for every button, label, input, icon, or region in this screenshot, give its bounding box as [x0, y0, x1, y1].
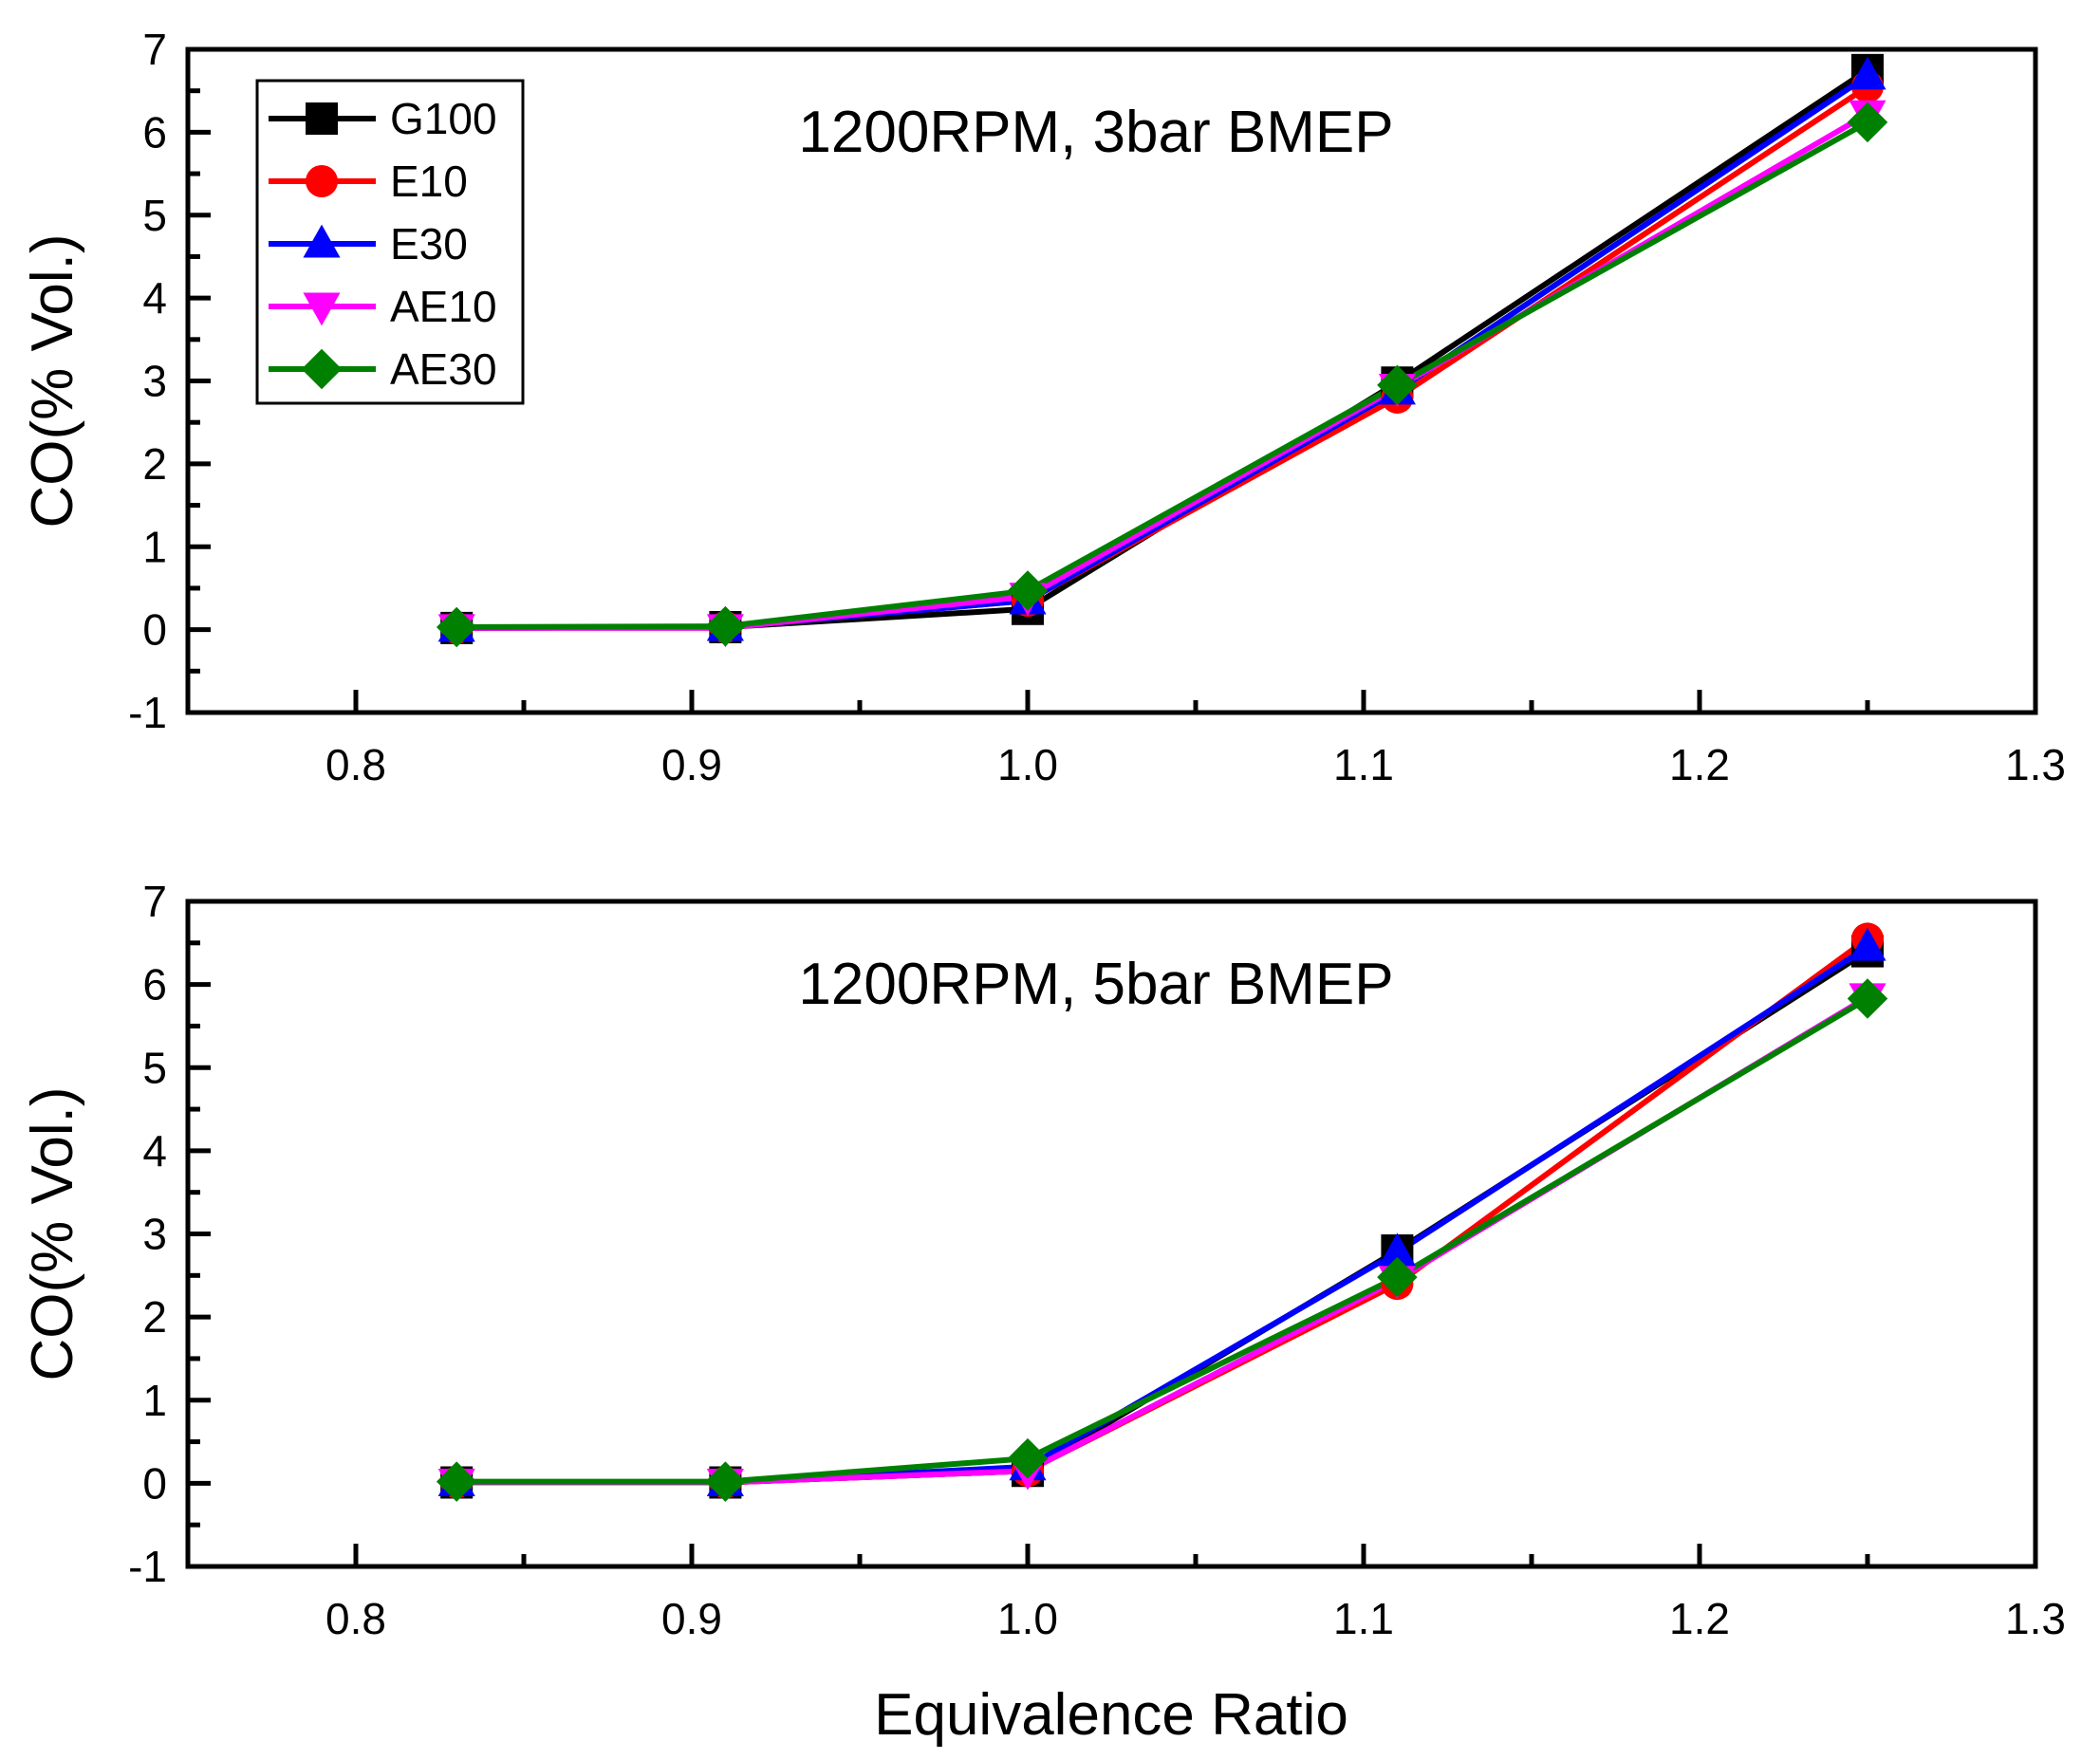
y-tick-label: -1	[128, 1542, 167, 1591]
legend-label: AE10	[390, 282, 497, 331]
legend-label: G100	[390, 94, 497, 143]
y-tick-label: -1	[128, 688, 167, 737]
series-line-ae30	[456, 120, 1869, 631]
data-point-ae30	[436, 1461, 477, 1502]
y-tick-label: 5	[142, 191, 167, 240]
x-tick-label: 1.3	[2005, 740, 2066, 789]
data-point-ae30	[1377, 1256, 1418, 1298]
series-line-ae10	[456, 994, 1869, 1486]
legend-marker	[303, 224, 341, 258]
data-point-ae30	[1847, 102, 1888, 143]
y-axis-title: CO(% Vol.)	[20, 233, 85, 528]
x-tick-label: 1.2	[1669, 740, 1730, 789]
y-tick-label: 1	[142, 522, 167, 571]
y-tick-label: 0	[142, 605, 167, 655]
x-tick-label: 1.0	[997, 1594, 1058, 1643]
legend-label: E10	[390, 157, 468, 206]
series-line-ae10	[456, 111, 1869, 631]
x-tick-label: 1.3	[2005, 1594, 2066, 1643]
y-tick-label: 6	[142, 107, 167, 157]
x-tick-label: 1.2	[1669, 1594, 1730, 1643]
legend-label: AE30	[390, 344, 497, 394]
y-tick-label: 2	[142, 439, 167, 489]
y-tick-label: 0	[142, 1458, 167, 1508]
panel-title: 1200RPM, 3bar BMEP	[798, 100, 1393, 165]
panel-title: 1200RPM, 5bar BMEP	[798, 952, 1393, 1017]
y-tick-label: 6	[142, 960, 167, 1010]
y-tick-label: 4	[142, 273, 167, 323]
legend-label: E30	[390, 219, 468, 269]
data-point-e30	[1378, 1232, 1416, 1267]
data-point-ae30	[1007, 570, 1049, 611]
y-tick-label: 4	[142, 1126, 167, 1176]
x-tick-label: 0.8	[325, 1594, 386, 1643]
panel-top: 0.8 0.9 1.0 1.1 1.2 1.3 -1 0 1 2 3 4 5 6 7 CO(% Vol.) 12…	[20, 25, 2066, 789]
data-point-e30	[1849, 56, 1886, 90]
data-point-ae30	[705, 1461, 746, 1502]
legend-marker	[301, 348, 343, 390]
y-tick-label: 5	[142, 1043, 167, 1092]
data-point-ae30	[1007, 1437, 1049, 1479]
y-tick-label: 7	[142, 877, 167, 926]
legend-marker	[306, 165, 338, 197]
x-tick-label: 0.8	[325, 740, 386, 789]
legend-marker	[306, 102, 338, 135]
y-axis-title: CO(% Vol.)	[20, 1086, 85, 1380]
x-tick-label: 1.0	[997, 740, 1058, 789]
data-point-e30	[1849, 927, 1886, 961]
y-tick-label: 3	[142, 1210, 167, 1259]
x-tick-label: 1.1	[1333, 1594, 1394, 1643]
series-line-e10	[456, 83, 1869, 631]
y-tick-label: 7	[142, 25, 167, 74]
series-line-ae30	[456, 995, 1869, 1485]
y-tick-label: 2	[142, 1292, 167, 1342]
x-tick-label: 0.9	[661, 740, 722, 789]
y-tick-label: 1	[142, 1376, 167, 1425]
y-tick-label: 3	[142, 357, 167, 406]
x-axis-title: Equivalence Ratio	[874, 1682, 1348, 1748]
data-point-ae30	[1377, 364, 1418, 406]
x-tick-label: 1.1	[1333, 740, 1394, 789]
data-point-ae30	[1847, 978, 1888, 1019]
data-point-ae30	[436, 606, 477, 648]
legend-marker	[303, 292, 341, 326]
data-point-ae30	[705, 605, 746, 647]
x-tick-label: 0.9	[661, 1594, 722, 1643]
panel-bottom: 0.8 0.9 1.0 1.1 1.2 1.3 -1 0 1 2 3 4 5 6 7 CO(% Vol.) 12…	[20, 877, 2066, 1748]
legend: G100 E10 E30 AE10 AE30	[255, 79, 525, 405]
